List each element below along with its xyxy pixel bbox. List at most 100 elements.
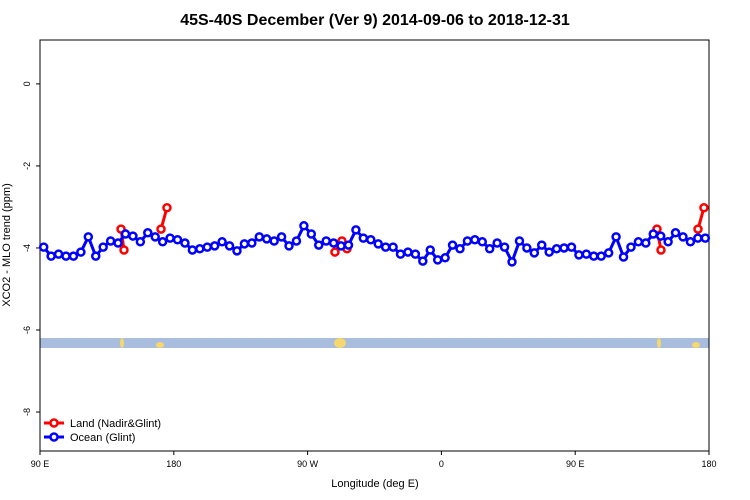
point <box>187 245 198 255</box>
point <box>589 251 599 261</box>
point <box>91 251 101 261</box>
point <box>83 232 94 242</box>
point <box>165 233 175 243</box>
point <box>61 251 71 261</box>
point <box>351 225 361 235</box>
point <box>53 249 64 259</box>
point <box>574 250 584 260</box>
land-patch <box>156 342 164 348</box>
point <box>477 237 488 247</box>
point <box>38 242 49 252</box>
point <box>514 236 525 246</box>
point <box>232 246 242 256</box>
point <box>425 245 435 255</box>
point <box>596 251 606 261</box>
point <box>105 236 116 246</box>
point <box>700 233 711 243</box>
x-tick-label: 180 <box>166 459 181 469</box>
point <box>68 251 79 261</box>
point <box>143 228 153 238</box>
point <box>224 241 235 251</box>
point <box>291 236 302 246</box>
point <box>217 237 227 247</box>
point <box>388 242 398 252</box>
point <box>418 256 428 266</box>
x-axis-label: Longitude (deg E) <box>331 478 418 490</box>
point <box>276 232 287 242</box>
point <box>284 241 294 251</box>
y-tick-label: -4 <box>22 244 32 252</box>
point <box>641 238 651 248</box>
point <box>670 228 681 238</box>
point <box>462 236 473 246</box>
x-tick-label: 90 E <box>31 459 50 469</box>
point <box>656 245 666 255</box>
point <box>373 239 383 249</box>
point <box>261 234 272 244</box>
point <box>618 252 629 262</box>
point <box>358 233 369 243</box>
point <box>699 203 709 213</box>
point <box>98 242 108 252</box>
point <box>603 248 614 258</box>
point <box>209 241 220 251</box>
point <box>581 249 592 259</box>
point <box>172 235 183 245</box>
x-tick-label: 90 W <box>297 459 319 469</box>
x-tick-label: 180 <box>701 459 716 469</box>
point <box>447 240 458 250</box>
point <box>507 257 517 267</box>
y-tick-label: 0 <box>22 81 32 86</box>
point <box>566 242 577 252</box>
point <box>247 238 257 248</box>
point <box>655 231 666 241</box>
point <box>551 244 562 254</box>
point <box>239 239 250 249</box>
point <box>559 243 569 253</box>
point <box>343 240 354 250</box>
land-patch <box>692 342 700 348</box>
point <box>150 232 160 242</box>
point <box>76 247 86 257</box>
point <box>410 249 421 259</box>
y-tick-label: -8 <box>22 408 32 416</box>
point <box>254 232 265 242</box>
x-tick-label: 0 <box>439 459 444 469</box>
point <box>648 229 658 239</box>
point <box>380 242 391 252</box>
point <box>544 247 554 257</box>
surface-band <box>40 338 709 348</box>
point <box>119 245 129 255</box>
chart-title: 45S-40S December (Ver 9) 2014-09-06 to 2… <box>180 12 570 29</box>
point <box>678 232 688 242</box>
point <box>693 224 703 234</box>
point <box>180 238 190 248</box>
land-patch <box>657 338 661 348</box>
point <box>395 249 406 259</box>
point <box>120 229 131 239</box>
point <box>202 242 212 252</box>
point <box>157 237 168 247</box>
point <box>626 242 636 252</box>
point <box>633 237 644 247</box>
point <box>366 235 376 245</box>
point <box>321 236 331 246</box>
point <box>529 248 540 258</box>
point <box>330 247 340 257</box>
land-patch <box>120 338 124 348</box>
point <box>470 235 480 245</box>
land-patch <box>334 338 346 348</box>
point <box>195 244 205 254</box>
y-tick-label: -6 <box>22 326 32 334</box>
point <box>440 253 450 263</box>
point <box>328 238 339 248</box>
point <box>403 247 413 257</box>
point <box>46 251 56 261</box>
point <box>499 242 510 252</box>
point <box>299 221 309 231</box>
point <box>611 232 621 242</box>
point <box>484 244 495 254</box>
point <box>522 243 532 253</box>
point <box>162 203 172 213</box>
